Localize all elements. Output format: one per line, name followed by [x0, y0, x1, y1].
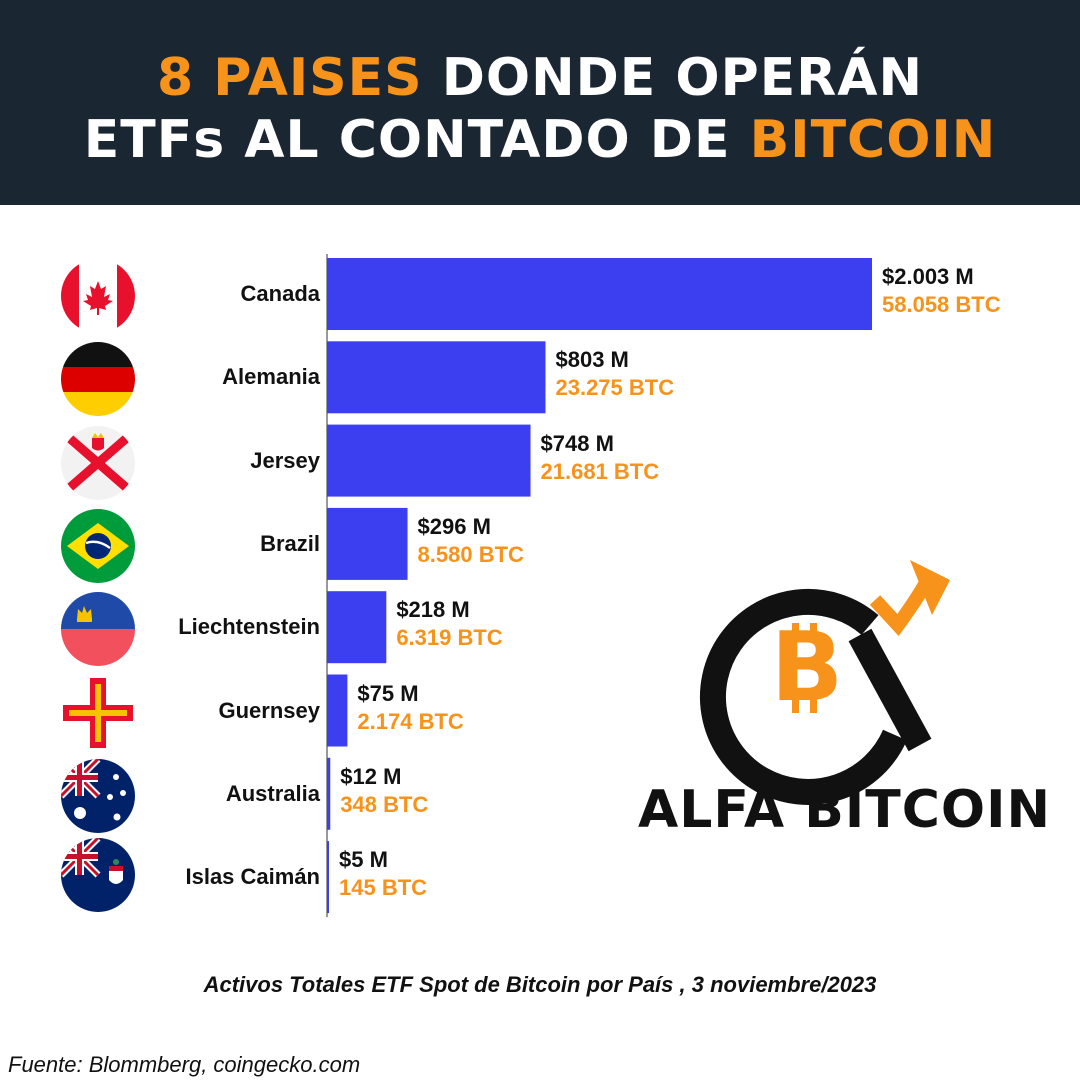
country-label: Jersey — [250, 447, 320, 473]
bar-7 — [327, 841, 329, 914]
bar-3 — [327, 507, 408, 580]
btc-value-label: 21.681 BTC — [540, 458, 660, 484]
usd-value-label: $296 M — [417, 513, 491, 539]
jersey-flag-icon — [61, 426, 135, 500]
usd-value-label: $748 M — [540, 430, 614, 456]
cayman-islands-flag-icon — [61, 838, 135, 912]
usd-value-label: $5 M — [339, 847, 388, 873]
usd-value-label: $75 M — [357, 680, 419, 706]
usd-value-label: $12 M — [340, 763, 402, 789]
bar-1 — [327, 341, 546, 414]
title-line-2: ETFs AL CONTADO DE BITCOIN — [83, 110, 997, 170]
usd-value-label: $2.003 M — [882, 264, 974, 289]
country-label: Australia — [225, 780, 320, 806]
title-line-1: 8 PAISES DONDE OPERÁN — [156, 48, 924, 108]
header-banner: 8 PAISES DONDE OPERÁN ETFs AL CONTADO DE… — [0, 0, 1080, 205]
bar-5 — [327, 674, 348, 747]
bar-4 — [327, 591, 387, 664]
guernsey-flag-icon — [61, 676, 135, 750]
germany-flag-icon — [61, 342, 135, 416]
btc-value-label: 23.275 BTC — [555, 375, 675, 401]
btc-value-label: 58.058 BTC — [882, 292, 1001, 317]
alfa-bitcoin-logo-icon: B — [699, 560, 950, 805]
btc-value-label: 8.580 BTC — [417, 541, 524, 567]
btc-value-label: 348 BTC — [340, 791, 429, 817]
btc-value-label: 2.174 BTC — [357, 708, 464, 734]
liechtenstein-flag-icon — [61, 592, 135, 666]
country-label: Alemania — [222, 364, 320, 390]
australia-flag-icon — [61, 759, 135, 833]
usd-value-label: $218 M — [396, 597, 470, 623]
svg-text:B: B — [771, 613, 843, 723]
btc-value-label: 145 BTC — [339, 875, 428, 901]
bar-2 — [327, 424, 531, 497]
brazil-flag-icon — [61, 509, 135, 583]
bar-6 — [327, 757, 331, 830]
bar-0 — [327, 258, 872, 330]
logo-text: ALFA BITCOIN — [638, 780, 1051, 840]
country-label: Islas Caimán — [185, 864, 320, 890]
btc-value-label: 6.319 BTC — [396, 625, 503, 651]
source-text: Fuente: Blommberg, coingecko.com — [8, 1052, 361, 1077]
country-label: Guernsey — [218, 697, 321, 723]
country-label: Liechtenstein — [178, 614, 320, 640]
country-label: Brazil — [260, 530, 320, 556]
country-label: Canada — [240, 281, 320, 306]
chart-caption: Activos Totales ETF Spot de Bitcoin por … — [203, 972, 877, 997]
canada-flag-icon — [61, 259, 135, 333]
usd-value-label: $803 M — [555, 347, 629, 373]
